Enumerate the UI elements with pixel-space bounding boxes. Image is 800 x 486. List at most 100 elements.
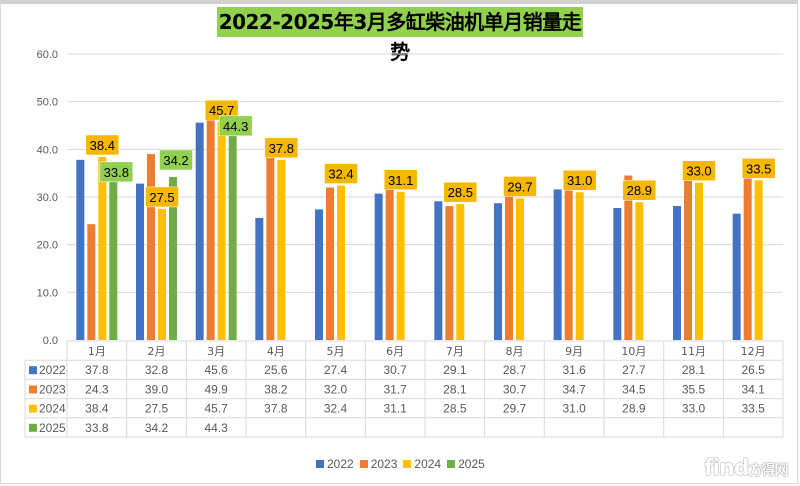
bar-2024-12 bbox=[754, 180, 763, 340]
bar-2024-7 bbox=[456, 204, 465, 340]
watermark: find方得网 bbox=[704, 456, 789, 481]
data-label-2024: 33.5 bbox=[746, 161, 771, 176]
table-cell: 38.4 bbox=[85, 402, 109, 416]
data-label-box-2024 bbox=[383, 169, 418, 191]
legend-item-2023: 2023 bbox=[359, 457, 397, 471]
table-cell: 25.6 bbox=[264, 363, 288, 377]
table-cell: 44.3 bbox=[204, 421, 228, 435]
table-cell: 35.5 bbox=[682, 382, 706, 396]
data-label-2024: 38.4 bbox=[90, 138, 115, 153]
bar-2023-3 bbox=[206, 102, 215, 340]
data-label-box-2024 bbox=[682, 160, 716, 181]
table-cell: 26.5 bbox=[741, 363, 765, 377]
table-cell: 27.5 bbox=[145, 402, 169, 416]
category-label: 9月 bbox=[565, 345, 583, 358]
data-label-box-2024 bbox=[562, 169, 597, 191]
bar-2024-9 bbox=[575, 192, 584, 340]
table-cell: 29.1 bbox=[443, 363, 467, 377]
category-label: 2月 bbox=[148, 345, 166, 358]
bar-2024-1 bbox=[98, 156, 107, 340]
table-cell: 34.7 bbox=[562, 382, 586, 396]
y-tick-label: 50.0 bbox=[37, 97, 58, 109]
table-cell: 39.0 bbox=[145, 382, 169, 396]
legend-swatch bbox=[359, 460, 368, 468]
category-label: 12月 bbox=[741, 345, 766, 358]
table-cell: 28.5 bbox=[443, 402, 467, 416]
bar-2024-2 bbox=[158, 208, 166, 340]
data-label-2024: 28.9 bbox=[627, 183, 652, 198]
data-label-box-2025 bbox=[159, 149, 193, 171]
watermark-brand: find bbox=[704, 456, 750, 481]
bar-2022-5 bbox=[315, 209, 323, 340]
data-label-2024: 27.5 bbox=[149, 190, 174, 205]
table-cell: 32.8 bbox=[145, 363, 169, 377]
table-cell: 33.0 bbox=[682, 402, 706, 416]
bar-2023-8 bbox=[505, 193, 513, 340]
table-cell: 34.2 bbox=[145, 421, 169, 435]
category-label: 8月 bbox=[506, 345, 524, 358]
data-label-2024: 33.0 bbox=[686, 164, 711, 179]
table-cell: 37.8 bbox=[264, 402, 288, 416]
legend-label: 2024 bbox=[414, 457, 442, 471]
bar-2022-4 bbox=[255, 217, 264, 340]
category-label: 1月 bbox=[88, 345, 106, 358]
bar-2022-9 bbox=[553, 189, 562, 340]
table-series-name: 2022 bbox=[39, 363, 66, 377]
bar-2023-9 bbox=[564, 174, 573, 340]
table-cell: 32.4 bbox=[324, 402, 348, 416]
table-cell: 45.7 bbox=[204, 402, 228, 416]
bar-2022-3 bbox=[195, 122, 204, 340]
bar-2022-6 bbox=[374, 193, 383, 340]
bar-2024-6 bbox=[396, 191, 405, 340]
table-series-name: 2023 bbox=[39, 382, 66, 396]
table-cell: 29.7 bbox=[503, 402, 527, 416]
data-label-2024: 37.8 bbox=[269, 141, 294, 156]
legend-item-2024: 2024 bbox=[403, 457, 441, 471]
table-cell: 37.8 bbox=[85, 363, 109, 377]
table-cell: 28.9 bbox=[622, 402, 646, 416]
data-label-box-2024 bbox=[85, 134, 120, 156]
data-label-2025: 34.2 bbox=[163, 153, 188, 168]
y-tick-label: 60.0 bbox=[37, 49, 58, 61]
table-cell: 27.7 bbox=[622, 363, 646, 377]
bar-2022-7 bbox=[434, 201, 443, 340]
table-cell: 31.1 bbox=[383, 402, 407, 416]
bar-2024-8 bbox=[516, 198, 524, 340]
bar-2023-6 bbox=[385, 188, 394, 340]
bar-2022-8 bbox=[494, 203, 502, 340]
data-label-2024: 29.7 bbox=[507, 179, 532, 194]
table-legend-key-2023 bbox=[29, 385, 37, 394]
y-tick-label: 30.0 bbox=[37, 192, 58, 204]
legend-label: 2025 bbox=[458, 457, 485, 471]
table-cell: 34.1 bbox=[741, 382, 765, 396]
legend-label: 2022 bbox=[327, 457, 354, 471]
y-tick-label: 10.0 bbox=[37, 287, 58, 299]
data-label-box-2025 bbox=[99, 161, 134, 183]
bar-2023-5 bbox=[326, 187, 334, 340]
data-label-2024: 45.7 bbox=[209, 103, 234, 118]
bar-2023-4 bbox=[266, 157, 275, 340]
data-label-box-2025 bbox=[218, 115, 253, 137]
table-cell: 30.7 bbox=[503, 382, 527, 396]
chart-title: 2022-2025年3月多缸柴油机单月销量走势 bbox=[217, 7, 583, 64]
data-label-2024: 32.4 bbox=[328, 167, 353, 182]
bar-2025-1 bbox=[109, 178, 118, 340]
bar-2024-10 bbox=[635, 202, 644, 340]
bar-2023-2 bbox=[147, 154, 155, 340]
category-label: 11月 bbox=[681, 345, 706, 358]
table-cell: 31.7 bbox=[383, 382, 407, 396]
data-label-box-2024 bbox=[264, 137, 299, 159]
category-label: 10月 bbox=[621, 345, 646, 358]
category-label: 4月 bbox=[267, 345, 285, 358]
table-cell: 31.0 bbox=[562, 402, 586, 416]
table-cell: 38.2 bbox=[264, 382, 288, 396]
data-label-2025: 44.3 bbox=[223, 119, 248, 134]
data-label-box-2024 bbox=[443, 181, 478, 203]
bar-2024-5 bbox=[337, 185, 345, 340]
legend-swatch bbox=[316, 460, 324, 468]
data-label-2025: 33.8 bbox=[104, 165, 129, 180]
data-label-box-2024 bbox=[324, 163, 358, 184]
table-cell: 28.1 bbox=[443, 382, 467, 396]
